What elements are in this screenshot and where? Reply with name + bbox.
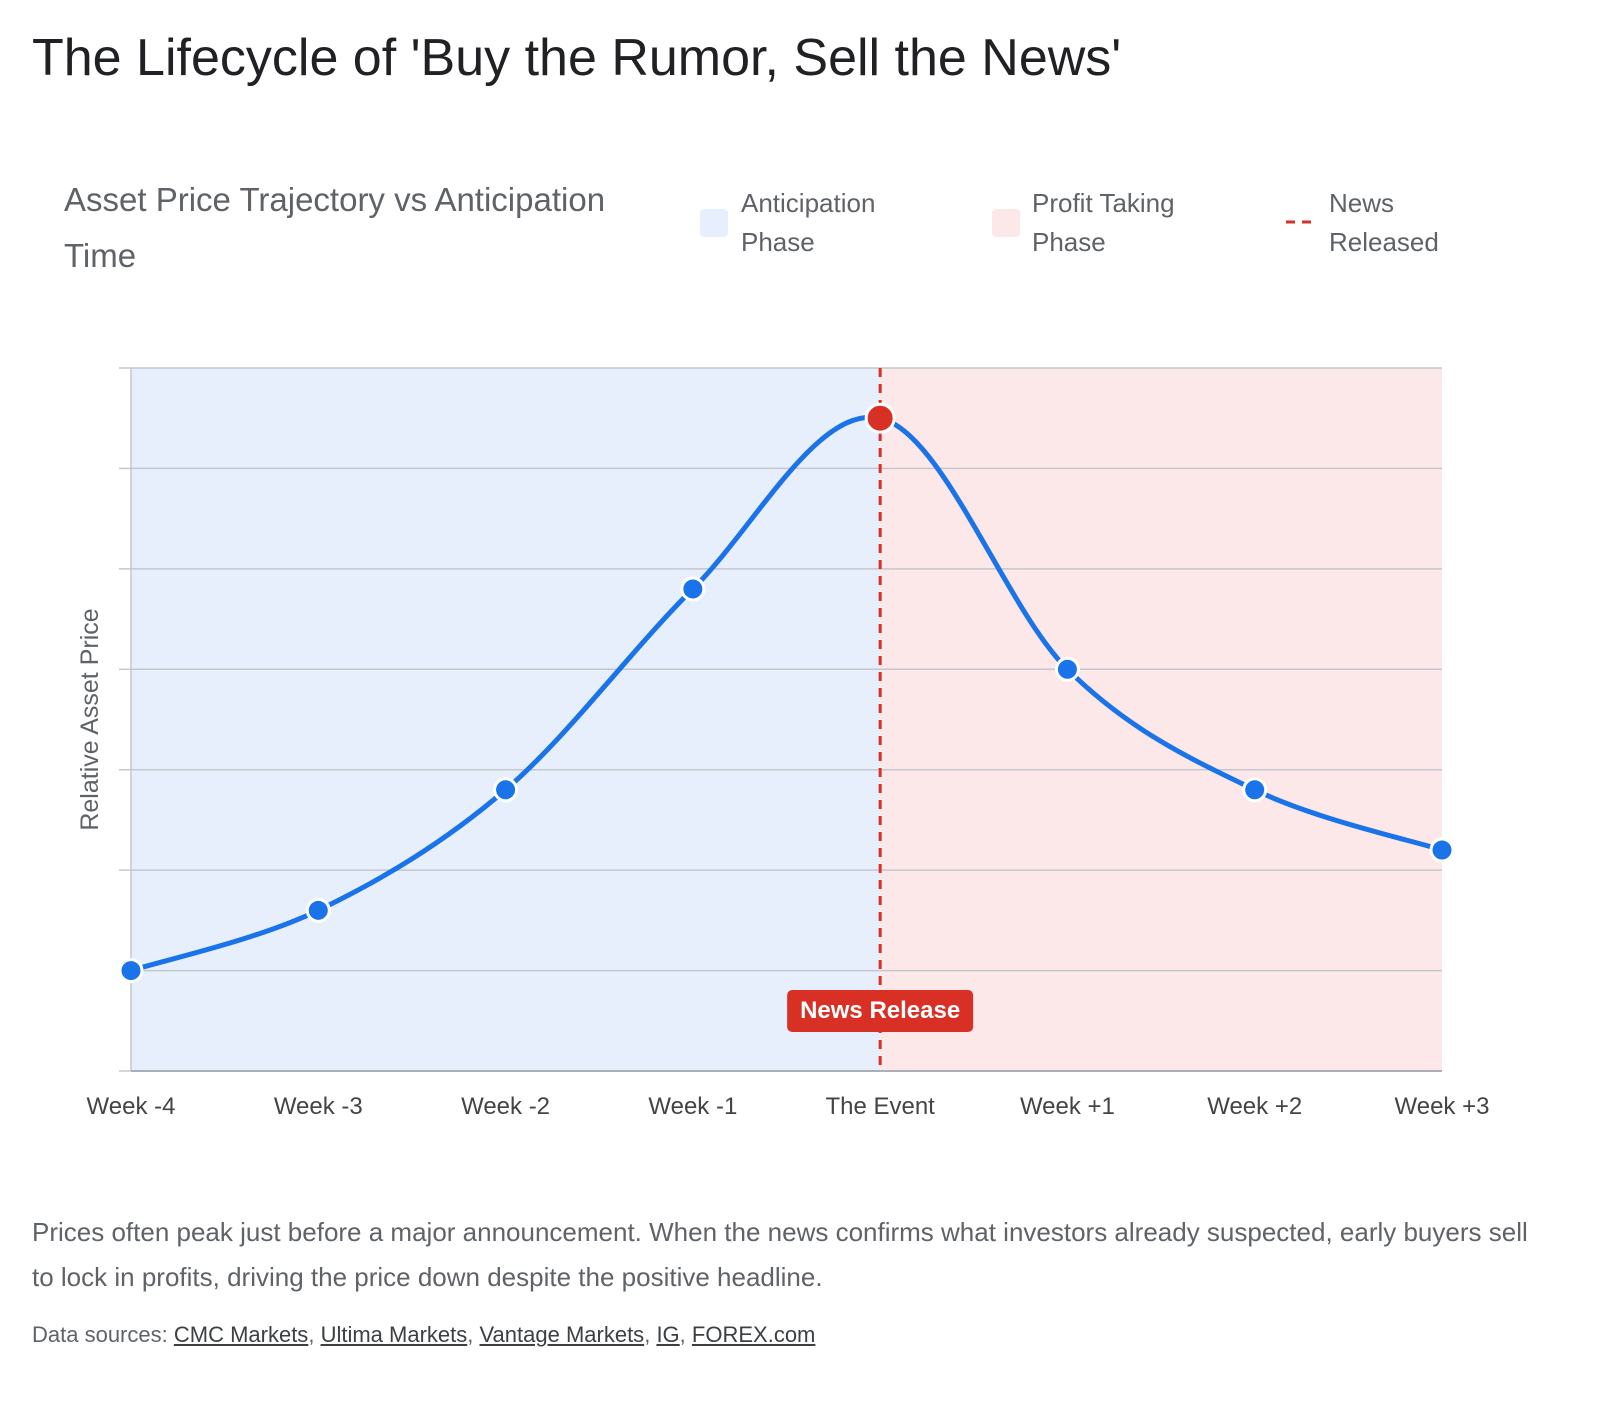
x-tick-label: Week -4: [87, 1093, 176, 1120]
point: [493, 777, 519, 803]
sources-label: Data sources:: [32, 1322, 168, 1347]
point: [305, 897, 331, 923]
phase-band: [131, 368, 881, 1071]
separator: ,: [467, 1322, 474, 1347]
x-tick-label: The Event: [825, 1093, 935, 1120]
annotation: News Release: [800, 997, 960, 1024]
chart: Relative Asset Price Week -4 Week -3 Week -…: [76, 367, 1490, 1120]
point: [864, 402, 896, 434]
title: The Lifecycle of 'Buy the Rumor, Sell th…: [32, 29, 1122, 87]
legend-label: News Released: [1329, 188, 1439, 257]
y-axis-label: Relative Asset Price: [76, 608, 104, 830]
point: [1054, 656, 1080, 682]
legend-swatch: [992, 209, 1020, 237]
x-tick-label: Week -2: [461, 1093, 550, 1120]
point: [1242, 777, 1268, 803]
point: [1429, 837, 1455, 863]
legend-label: Profit Taking Phase: [1032, 188, 1175, 257]
legend-label: Anticipation Phase: [741, 188, 876, 257]
separator: ,: [308, 1322, 315, 1347]
price-line: [130, 414, 1443, 973]
description: Prices often peak just before a major an…: [32, 1217, 1528, 1292]
subtitle: Asset Price Trajectory vs Anticipation T…: [64, 181, 606, 274]
legend-line-swatch: [1286, 220, 1318, 224]
sources: Data sources: CMC Markets, Ultima Market…: [32, 1322, 815, 1348]
separator: ,: [644, 1322, 651, 1347]
source-link[interactable]: IG: [656, 1322, 680, 1347]
annotation-box: [787, 990, 974, 1032]
x-tick-label: Week -1: [648, 1093, 737, 1120]
x-tick-label: Week +2: [1207, 1093, 1302, 1120]
separator: ,: [679, 1322, 686, 1347]
source-link[interactable]: Vantage Markets: [479, 1322, 645, 1347]
phase-band: [880, 368, 1442, 1071]
legend-swatch: [700, 209, 728, 237]
x-tick-label: Week +3: [1395, 1093, 1490, 1120]
source-link[interactable]: Ultima Markets: [320, 1322, 468, 1347]
point: [680, 576, 706, 602]
x-tick-label: Week -3: [274, 1093, 363, 1120]
source-link[interactable]: FOREX.com: [691, 1322, 816, 1347]
x-tick-label: Week +1: [1020, 1093, 1115, 1120]
source-link[interactable]: CMC Markets: [173, 1322, 309, 1347]
point: [118, 958, 144, 984]
